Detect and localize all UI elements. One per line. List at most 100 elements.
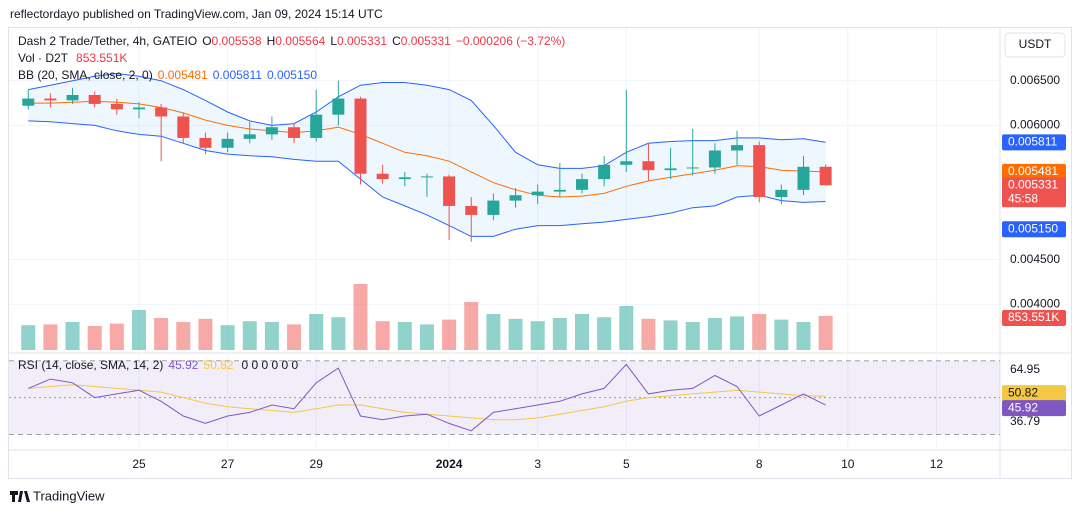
candle-body	[731, 145, 744, 151]
candle-body	[775, 189, 788, 197]
candle-body	[88, 95, 101, 104]
x-tick-label: 10	[841, 457, 855, 471]
volume-bar	[530, 321, 545, 350]
bb-middle-value: 0.005481	[158, 68, 208, 82]
volume-bar	[264, 322, 279, 350]
candle-body	[708, 150, 721, 168]
volume-bar	[397, 322, 412, 350]
candle-body	[664, 168, 677, 171]
volume-name: Vol · D2T	[18, 51, 69, 65]
currency-label[interactable]: USDT	[1019, 37, 1052, 51]
change-value: −0.000206 (−3.72%)	[456, 34, 565, 48]
candle-body	[620, 161, 633, 165]
volume-bar	[663, 320, 678, 350]
volume-bar	[574, 314, 589, 350]
candle-body	[66, 95, 79, 101]
ohlc-value: 0.005331	[401, 34, 451, 48]
close-last: 0.005331	[1008, 177, 1058, 191]
volume-bar	[65, 322, 80, 350]
rsi-last-box	[1002, 400, 1066, 417]
legend-line: Vol · D2T 853.551K	[18, 51, 127, 65]
legend-line: Dash 2 Trade/Tether, 4h, GATEIO O0.005538…	[18, 34, 565, 48]
candle-body	[398, 177, 411, 180]
y-tick-label: 0.006000	[1010, 118, 1060, 132]
candle-body	[509, 195, 522, 201]
volume-bar	[109, 323, 124, 350]
bb-band-fill	[28, 73, 826, 237]
volume-bar	[774, 319, 789, 350]
volume-bar	[176, 322, 191, 350]
x-tick-label: 25	[132, 457, 146, 471]
x-tick-label: 27	[221, 457, 235, 471]
rsi-ma-last-box	[1002, 385, 1066, 402]
ohlc-label: O	[202, 34, 211, 48]
ohlc-value: 0.005331	[337, 34, 387, 48]
rsi-line	[28, 363, 826, 432]
rsi-value: 45.92	[168, 358, 198, 372]
candle-body	[199, 137, 212, 148]
candle-body	[177, 116, 190, 138]
candle-body	[531, 191, 544, 196]
bb-lower-value: 0.005150	[267, 68, 317, 82]
volume-last: 853.551K	[1008, 310, 1059, 324]
candle-body	[44, 98, 57, 101]
candle-body	[110, 103, 123, 110]
y-tick-label: 0.004000	[1010, 297, 1060, 311]
volume-bar	[508, 318, 523, 350]
chart-frame	[8, 27, 1072, 479]
close-last-box	[1002, 177, 1066, 208]
logo-mark	[10, 491, 30, 502]
y-tick-label: 0.006500	[1010, 73, 1060, 87]
x-tick-label: 2024	[436, 457, 463, 471]
volume-bar	[818, 315, 833, 350]
ohlc-value: 0.005538	[212, 34, 262, 48]
author-line: reflectordayo published on TradingView.c…	[10, 7, 383, 21]
currency-button[interactable]	[1004, 32, 1066, 58]
volume-bar	[242, 321, 257, 350]
volume-bar	[21, 325, 36, 350]
symbol-name: Dash 2 Trade/Tether, 4h, GATEIO	[18, 34, 197, 48]
volume-bar	[619, 306, 634, 350]
rsi-ma-last: 50.82	[1008, 385, 1038, 399]
candle-body	[465, 205, 478, 215]
candle-body	[221, 138, 234, 148]
volume-bar	[552, 318, 567, 350]
bb-upper-last-box	[1002, 134, 1066, 151]
volume-last-box	[1002, 310, 1066, 326]
volume-bar	[641, 318, 656, 350]
candle-body	[354, 98, 367, 174]
x-tick-label: 29	[310, 457, 324, 471]
brand-logo	[10, 491, 30, 502]
volume-bar	[220, 325, 235, 350]
brand-name: TradingView	[33, 488, 105, 503]
volume-bar	[464, 302, 479, 350]
candle-body	[376, 173, 389, 180]
legend-line: BB (20, SMA, close, 2, 0) 0.005481 0.00581…	[18, 68, 317, 82]
ohlc-label: C	[392, 34, 401, 48]
candle-body	[288, 127, 301, 138]
volume-bar	[752, 314, 767, 350]
bb-lower-last: 0.005150	[1008, 221, 1058, 235]
x-tick-label: 3	[534, 457, 541, 471]
countdown: 45:58	[1008, 191, 1038, 205]
rsi-name: RSI (14, close, SMA, 14, 2)	[18, 358, 163, 372]
candle-body	[132, 107, 145, 110]
rsi-last: 45.92	[1008, 400, 1038, 414]
candle-body	[487, 200, 500, 215]
x-tick-label: 12	[930, 457, 944, 471]
bb-middle-last-box	[1002, 163, 1066, 180]
volume-bar	[796, 322, 811, 350]
volume-bar	[685, 322, 700, 350]
volume-bar	[331, 317, 346, 350]
legend-line: RSI (14, close, SMA, 14, 2) 45.92 50.82 0 0…	[18, 358, 298, 372]
volume-bar	[707, 318, 722, 350]
volume-bar	[131, 310, 146, 350]
x-tick-label: 5	[623, 457, 630, 471]
volume-bar	[486, 314, 501, 350]
candle-body	[797, 166, 810, 190]
candle-body	[243, 134, 256, 139]
volume-bar	[309, 314, 324, 350]
rsi-axis-label: 36.79	[1010, 414, 1040, 428]
candle-body	[310, 114, 323, 138]
